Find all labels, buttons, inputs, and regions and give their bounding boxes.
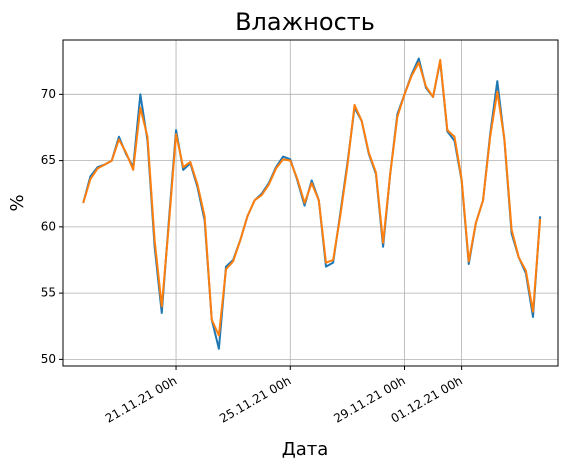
data-line: [82, 58, 542, 337]
x-axis-label: Дата: [282, 439, 329, 460]
y-tick-label: 60: [41, 219, 56, 233]
x-tick-label: 21.11.21 00h: [103, 374, 179, 426]
y-tick-label: 55: [41, 286, 56, 300]
y-tick-label: 50: [41, 352, 56, 366]
plot-frame: [62, 39, 559, 367]
y-tick-label: 70: [41, 87, 56, 101]
y-tick-label: 65: [41, 153, 56, 167]
chart-title: Влажность: [235, 8, 375, 36]
x-tick-label: 25.11.21 00h: [217, 374, 293, 426]
y-axis-label: %: [7, 194, 28, 211]
